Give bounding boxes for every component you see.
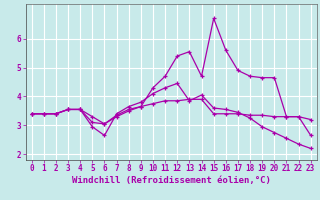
- X-axis label: Windchill (Refroidissement éolien,°C): Windchill (Refroidissement éolien,°C): [72, 176, 271, 185]
